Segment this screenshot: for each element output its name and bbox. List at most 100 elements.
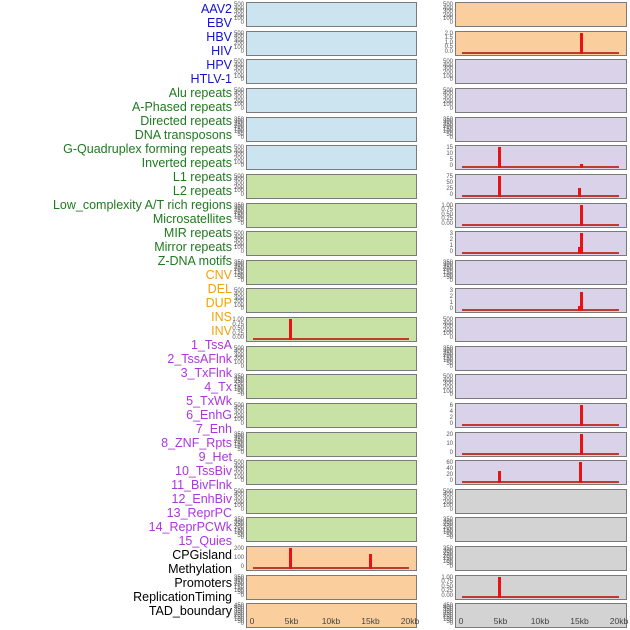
ytick-gutter-2_TssAFlnk: 500 400 300 200 100 0 bbox=[434, 88, 453, 113]
ytick-label: 0 bbox=[449, 478, 453, 485]
ytick-label: 0 bbox=[240, 220, 244, 227]
ytick-label: 100 bbox=[233, 555, 244, 562]
ytick-label: 250 bbox=[233, 264, 244, 271]
track-panel-Promoters bbox=[455, 546, 627, 572]
density-spike bbox=[580, 291, 584, 312]
ytick-label: 250 bbox=[233, 579, 244, 586]
ytick-label: 400 bbox=[442, 320, 453, 327]
ytick-label: 1.00 bbox=[441, 202, 453, 209]
ytick-label: 400 bbox=[233, 349, 244, 356]
ytick-label: 400 bbox=[233, 177, 244, 184]
track-panel-4_Tx bbox=[455, 145, 627, 171]
ytick-label: 400 bbox=[233, 62, 244, 69]
ytick-label: 50 bbox=[446, 532, 453, 539]
ytick-label: 200 bbox=[233, 499, 244, 506]
track-label-10_TssBiv: 10_TssBiv bbox=[175, 464, 232, 479]
ytick-label: 300 bbox=[442, 119, 453, 126]
track-panel-11_BivFlnk bbox=[455, 345, 627, 371]
ytick-label: 200 bbox=[233, 210, 244, 217]
ytick-label: 1 bbox=[449, 243, 453, 250]
ytick-label: 150 bbox=[442, 126, 453, 133]
density-baseline bbox=[462, 595, 619, 598]
ytick-label: 300 bbox=[233, 519, 244, 526]
ytick-label: 0 bbox=[240, 621, 244, 628]
ytick-label: 350 bbox=[233, 607, 244, 614]
ytick-label: 1.00 bbox=[441, 574, 453, 581]
ytick-label: 250 bbox=[233, 207, 244, 214]
density-baseline bbox=[462, 309, 619, 312]
ytick-label: 0 bbox=[449, 335, 453, 341]
density-baseline bbox=[462, 423, 619, 426]
ytick-label: 5 bbox=[449, 157, 453, 164]
ytick-label: 0.00 bbox=[441, 220, 453, 227]
ytick-label: 100 bbox=[233, 129, 244, 136]
density-baseline bbox=[462, 481, 619, 484]
ytick-label: 50 bbox=[446, 131, 453, 138]
ytick-label: 60 bbox=[446, 460, 453, 467]
ytick-gutter-Mirror repeats: 500 400 300 200 100 0 bbox=[225, 489, 244, 514]
ytick-label: 500 bbox=[233, 145, 244, 152]
ytick-label: 400 bbox=[442, 377, 453, 384]
ytick-label: 150 bbox=[442, 355, 453, 362]
ytick-label: 300 bbox=[233, 152, 244, 159]
track-label-AAV2: AAV2 bbox=[200, 1, 232, 16]
density-spike bbox=[369, 554, 373, 570]
density-spike bbox=[579, 164, 583, 169]
ytick-label: 0 bbox=[449, 277, 453, 284]
ytick-label: 0.50 bbox=[441, 583, 453, 590]
ytick-label: 0 bbox=[449, 191, 453, 198]
track-label-Alu repeats: Alu repeats bbox=[168, 85, 232, 100]
ytick-label: 400 bbox=[442, 492, 453, 499]
track-panel-Methylation bbox=[455, 517, 627, 543]
track-panel-HPV bbox=[246, 116, 417, 142]
ytick-label: 150 bbox=[442, 615, 453, 622]
ytick-label: 200 bbox=[233, 381, 244, 388]
ytick-label: 100 bbox=[442, 102, 453, 109]
density-baseline bbox=[253, 567, 409, 570]
ytick-label: 300 bbox=[233, 262, 244, 269]
ytick-label: 500 bbox=[442, 374, 453, 381]
ytick-label: 300 bbox=[442, 9, 453, 16]
ytick-gutter-Inverted repeats: 1.00 0.75 0.50 0.25 0.00 bbox=[225, 317, 244, 342]
ytick-label: 150 bbox=[233, 126, 244, 133]
ytick-gutter-INS: 500 400 300 200 100 0 bbox=[434, 2, 453, 27]
ytick-label: 1.00 bbox=[232, 317, 244, 323]
ytick-label: 0 bbox=[449, 449, 453, 456]
ytick-label: 300 bbox=[442, 324, 453, 331]
ytick-label: 0.0 bbox=[444, 48, 453, 55]
ytick-label: 200 bbox=[442, 525, 453, 532]
ytick-label: 200 bbox=[442, 124, 453, 131]
ytick-label: 500 bbox=[233, 345, 244, 352]
ytick-label: 100 bbox=[233, 73, 244, 80]
ytick-label: 500 bbox=[442, 317, 453, 323]
ytick-label: 300 bbox=[233, 37, 244, 44]
ytick-label: 200 bbox=[442, 327, 453, 334]
ytick-label: 100 bbox=[233, 587, 244, 594]
ytick-label: 200 bbox=[442, 613, 453, 620]
ytick-label: 250 bbox=[233, 436, 244, 443]
ytick-label: 2.0 bbox=[444, 30, 453, 37]
track-panel-L2 repeats bbox=[246, 374, 417, 400]
ytick-gutter-L2 repeats: 350 300 250 200 150 100 50 0 bbox=[225, 374, 244, 399]
ytick-label: 0 bbox=[449, 535, 453, 542]
ytick-label: 50 bbox=[446, 619, 453, 626]
track-label-INS: INS bbox=[211, 309, 232, 324]
ytick-label: 0.25 bbox=[232, 330, 244, 337]
density-spike bbox=[578, 188, 582, 197]
ytick-label: 50 bbox=[446, 561, 453, 568]
track-panel-HIV bbox=[246, 87, 417, 113]
ytick-label: 0 bbox=[240, 306, 244, 313]
ytick-label: 300 bbox=[442, 348, 453, 355]
ytick-label: 0 bbox=[240, 564, 244, 571]
ytick-gutter-AAV2: 500 400 300 200 100 0 bbox=[225, 2, 244, 27]
ytick-label: 300 bbox=[233, 376, 244, 383]
ytick-gutter-Microsatellites: 350 300 250 200 150 100 50 0 bbox=[225, 432, 244, 457]
ytick-label: 300 bbox=[233, 609, 244, 616]
ytick-gutter-ReplicationTiming: 1.00 0.75 0.50 0.25 0.00 bbox=[434, 575, 453, 600]
ytick-gutter-A-Phased repeats: 350 300 250 200 150 100 50 0 bbox=[225, 203, 244, 228]
ytick-label: 0.75 bbox=[441, 207, 453, 213]
ytick-label: 0 bbox=[449, 105, 453, 112]
track-label-DUP: DUP bbox=[205, 295, 232, 310]
track-label-11_BivFlnk: 11_BivFlnk bbox=[171, 478, 232, 493]
